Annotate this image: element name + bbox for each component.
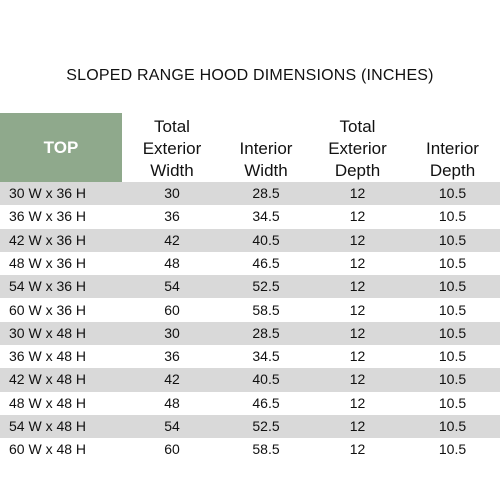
table-cell: 12: [349, 185, 366, 201]
table-cell: 52.5: [252, 418, 280, 434]
table-cell: 58.5: [252, 301, 280, 318]
header-line: Interior: [239, 139, 293, 158]
table-cell: 10.5: [438, 324, 467, 341]
table-cell: 36: [164, 348, 180, 365]
table-cell: 28.5: [252, 185, 280, 201]
table-cell: 34.5: [252, 348, 280, 365]
table-cell: 10.5: [438, 441, 467, 458]
header-line: Width: [244, 161, 288, 180]
header-line: Total: [339, 117, 376, 136]
table-row: 30 W x 48 H 30 28.5 12 10.5: [0, 321, 500, 346]
header-line: Depth: [334, 161, 381, 180]
table-row: 42 W x 48 H 42 40.5 12 10.5: [0, 368, 500, 392]
table-cell: 12: [349, 278, 366, 295]
table-cell: 12: [349, 208, 366, 225]
row-label: 42 W x 48 H: [9, 371, 87, 388]
row-label: 30 W x 48 H: [9, 324, 87, 341]
table-row: 42 W x 36 H 42 40.5 12 10.5: [0, 228, 500, 252]
table-row: 36 W x 36 H 36 34.5 12 10.5: [0, 205, 500, 228]
table-cell: 48: [164, 254, 180, 271]
table-row: 48 W x 36 H 48 46.5 12 10.5: [0, 252, 500, 275]
table-cell: 42: [164, 231, 180, 248]
table-row: 60 W x 48 H 60 58.5 12 10.5: [0, 438, 500, 461]
row-label: 36 W x 48 H: [9, 348, 87, 365]
table-cell: 12: [349, 348, 366, 365]
header-line: Exterior: [142, 139, 202, 158]
table-cell: 12: [349, 301, 366, 318]
column-header: Total Exterior Depth: [310, 113, 405, 182]
table-cell: 58.5: [252, 441, 280, 458]
table-cell: 12: [349, 418, 366, 434]
column-header: Interior Width: [222, 113, 310, 182]
table-cell: 40.5: [252, 231, 280, 248]
header-line: Exterior: [328, 139, 387, 158]
table-cell: 12: [349, 394, 366, 411]
table-cell: 10.5: [438, 301, 467, 318]
table-cell: 60: [164, 441, 180, 458]
row-label: 54 W x 36 H: [9, 278, 87, 295]
table-row: 48 W x 48 H 48 46.5 12 10.5: [0, 392, 500, 415]
column-header: Total Exterior Width: [122, 113, 222, 182]
table-cell: 52.5: [252, 278, 280, 295]
table-cell: 54: [164, 278, 180, 295]
header-line: Depth: [429, 161, 476, 180]
row-label: 54 W x 48 H: [9, 418, 87, 434]
table-cell: 54: [164, 418, 180, 434]
table-cell: 12: [349, 254, 366, 271]
table-cell: 10.5: [438, 418, 467, 434]
table-cell: 10.5: [438, 254, 467, 271]
table-cell: 10.5: [438, 348, 467, 365]
table-cell: 10.5: [438, 278, 467, 295]
table-cell: 10.5: [438, 185, 467, 201]
table-cell: 10.5: [438, 394, 467, 411]
table-cell: 42: [164, 371, 180, 388]
row-label: 36 W x 36 H: [9, 208, 87, 225]
table-cell: 28.5: [252, 324, 280, 341]
row-label: 60 W x 36 H: [9, 301, 87, 318]
header-line: Total: [154, 117, 190, 136]
table-row: 54 W x 48 H 54 52.5 12 10.5: [0, 415, 500, 439]
table-cell: 60: [164, 301, 180, 318]
table-cell: 10.5: [438, 231, 467, 248]
table-cell: 46.5: [252, 254, 280, 271]
column-header: Interior Depth: [405, 113, 500, 182]
table-row: 36 W x 48 H 36 34.5 12 10.5: [0, 345, 500, 368]
table-cell: 12: [349, 231, 366, 248]
table-cell: 36: [164, 208, 180, 225]
row-label: 48 W x 36 H: [9, 254, 87, 271]
table-row: 60 W x 36 H 60 58.5 12 10.5: [0, 299, 500, 322]
title: SLOPED RANGE HOOD DIMENSIONS (INCHES): [66, 67, 434, 84]
row-label: 60 W x 48 H: [9, 441, 87, 458]
row-label: 30 W x 36 H: [9, 185, 87, 201]
table-row: 30 W x 36 H 30 28.5 12 10.5: [0, 182, 500, 206]
table-cell: 10.5: [438, 208, 467, 225]
corner-header: TOP: [0, 113, 122, 182]
table-cell: 46.5: [252, 394, 280, 411]
table-cell: 30: [164, 185, 180, 201]
header-line: Width: [150, 161, 194, 180]
row-label: 48 W x 48 H: [9, 394, 87, 411]
table-cell: 48: [164, 394, 180, 411]
table-cell: 34.5: [252, 208, 280, 225]
table-cell: 12: [349, 441, 366, 458]
header-line: Interior: [426, 139, 479, 158]
table-cell: 12: [349, 371, 366, 388]
table-row: 54 W x 36 H 54 52.5 12 10.5: [0, 275, 500, 299]
table-cell: 10.5: [438, 371, 467, 388]
table-cell: 30: [164, 324, 180, 341]
table-cell: 40.5: [252, 371, 280, 388]
row-label: 42 W x 36 H: [9, 231, 87, 248]
table-cell: 12: [349, 324, 366, 341]
